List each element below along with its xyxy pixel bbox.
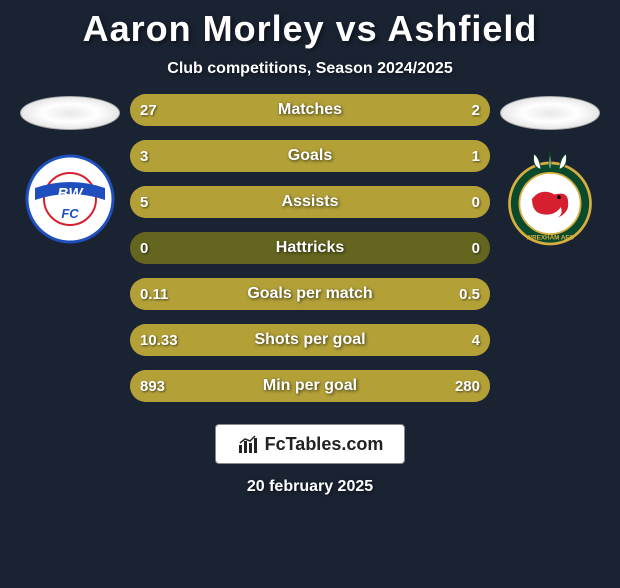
stat-value-left: 0 bbox=[140, 240, 148, 257]
comparison-panel: BW FC 27 Matches 2 3 Goals 1 5 Assists 0 0 Hattric… bbox=[0, 94, 620, 402]
right-club-crest: WREXHAM AFC bbox=[505, 154, 595, 244]
left-badge-column: BW FC bbox=[10, 94, 130, 244]
stat-value-right: 280 bbox=[455, 378, 480, 395]
stat-value-right: 1 bbox=[472, 148, 480, 165]
stat-value-left: 27 bbox=[140, 102, 157, 119]
right-badge-column: WREXHAM AFC bbox=[490, 94, 610, 244]
stat-label: Goals per match bbox=[247, 285, 372, 303]
fctables-logo[interactable]: FcTables.com bbox=[215, 424, 405, 464]
svg-text:FC: FC bbox=[61, 206, 79, 221]
stat-row: 3 Goals 1 bbox=[130, 140, 490, 172]
stat-value-right: 0 bbox=[472, 194, 480, 211]
page-title: Aaron Morley vs Ashfield bbox=[0, 8, 620, 50]
stat-value-left: 0.11 bbox=[140, 286, 168, 303]
stat-label: Assists bbox=[282, 193, 339, 211]
stat-value-left: 10.33 bbox=[140, 332, 178, 349]
fctables-label: FcTables.com bbox=[265, 434, 384, 455]
stat-label: Hattricks bbox=[276, 239, 344, 257]
stat-value-left: 5 bbox=[140, 194, 148, 211]
stat-bars: 27 Matches 2 3 Goals 1 5 Assists 0 0 Hattricks 0 0.1… bbox=[130, 94, 490, 402]
fctables-chart-icon bbox=[237, 433, 259, 455]
stat-value-right: 0 bbox=[472, 240, 480, 257]
left-ellipse bbox=[20, 96, 120, 130]
stat-row: 5 Assists 0 bbox=[130, 186, 490, 218]
stat-value-left: 3 bbox=[140, 148, 148, 165]
wrexham-crest-svg: WREXHAM AFC bbox=[505, 144, 595, 254]
bar-fill-left bbox=[130, 140, 400, 172]
stat-row: 893 Min per goal 280 bbox=[130, 370, 490, 402]
stat-row: 0.11 Goals per match 0.5 bbox=[130, 278, 490, 310]
stat-label: Goals bbox=[288, 147, 332, 165]
svg-text:BW: BW bbox=[58, 185, 85, 202]
stat-label: Shots per goal bbox=[254, 331, 365, 349]
stat-label: Min per goal bbox=[263, 377, 357, 395]
date-text: 20 february 2025 bbox=[0, 478, 620, 496]
left-club-crest: BW FC bbox=[25, 154, 115, 244]
stat-value-right: 2 bbox=[472, 102, 480, 119]
svg-text:WREXHAM AFC: WREXHAM AFC bbox=[526, 235, 574, 242]
stat-label: Matches bbox=[278, 101, 342, 119]
bwfc-crest-svg: BW FC bbox=[25, 154, 115, 244]
stat-value-right: 0.5 bbox=[459, 286, 480, 303]
subtitle: Club competitions, Season 2024/2025 bbox=[0, 60, 620, 78]
stat-row: 0 Hattricks 0 bbox=[130, 232, 490, 264]
stat-value-right: 4 bbox=[472, 332, 480, 349]
stat-value-left: 893 bbox=[140, 378, 165, 395]
stat-row: 10.33 Shots per goal 4 bbox=[130, 324, 490, 356]
stat-row: 27 Matches 2 bbox=[130, 94, 490, 126]
right-ellipse bbox=[500, 96, 600, 130]
